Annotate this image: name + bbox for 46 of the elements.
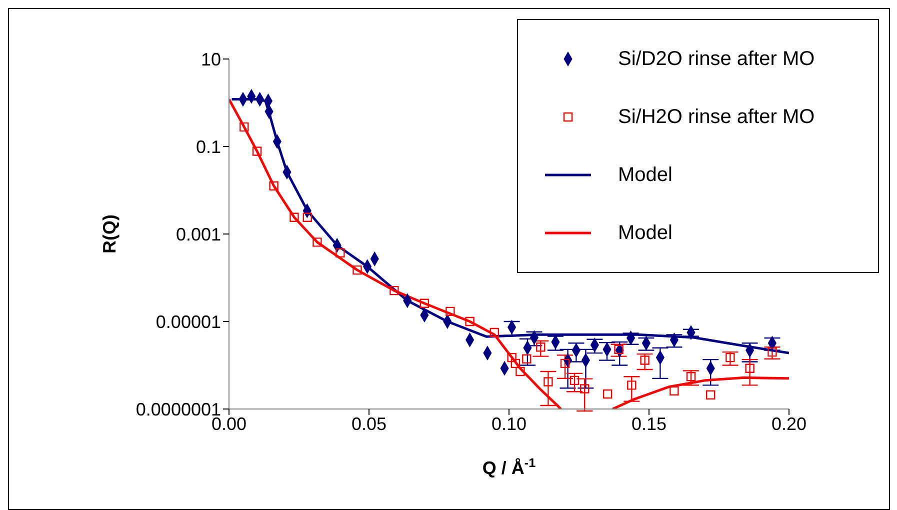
point: [446, 306, 455, 316]
y-tick-label: 0.1: [196, 136, 221, 157]
point: [490, 328, 500, 338]
x-tick-label: 0.05: [351, 414, 387, 434]
point: [516, 366, 525, 376]
legend-label: Si/H2O rinse after MO: [618, 106, 815, 128]
y-tick-label: 0.001: [176, 224, 221, 244]
point: [602, 389, 612, 399]
point: [536, 342, 546, 352]
point: [614, 344, 624, 354]
point: [269, 181, 278, 190]
legend-label: Si/D2O rinse after MO: [618, 48, 815, 70]
point: [560, 358, 570, 368]
point: [302, 212, 312, 222]
point: [627, 380, 636, 390]
y-axis-title: R(Q): [99, 214, 120, 254]
point: [745, 364, 754, 373]
point: [312, 238, 322, 247]
x-tick-label: 0.10: [491, 414, 527, 434]
point: [290, 212, 299, 222]
point: [336, 248, 345, 258]
legend-label: Model: [618, 164, 672, 186]
point: [252, 146, 262, 156]
x-axis-title: Q / Å$^{-1}$: [482, 456, 536, 478]
x-tick-label: 0.20: [771, 414, 807, 434]
point: [510, 358, 520, 368]
x-tick-label: 0.15: [631, 414, 667, 434]
point: [544, 377, 553, 386]
point: [768, 347, 777, 357]
point: [726, 352, 735, 362]
point: [240, 122, 249, 132]
point: [640, 356, 650, 365]
point: [465, 316, 474, 326]
point: [706, 390, 716, 400]
point: [507, 352, 516, 362]
point: [420, 298, 430, 308]
legend-label: Model: [618, 222, 672, 244]
y-tick-label: 10: [200, 49, 221, 70]
point: [570, 376, 580, 386]
y-tick-label: 0.00001: [156, 312, 221, 332]
point: [670, 386, 679, 396]
point: [686, 372, 696, 382]
point: [390, 286, 399, 296]
point: [580, 384, 590, 394]
point: [522, 354, 532, 364]
point: [352, 265, 362, 275]
